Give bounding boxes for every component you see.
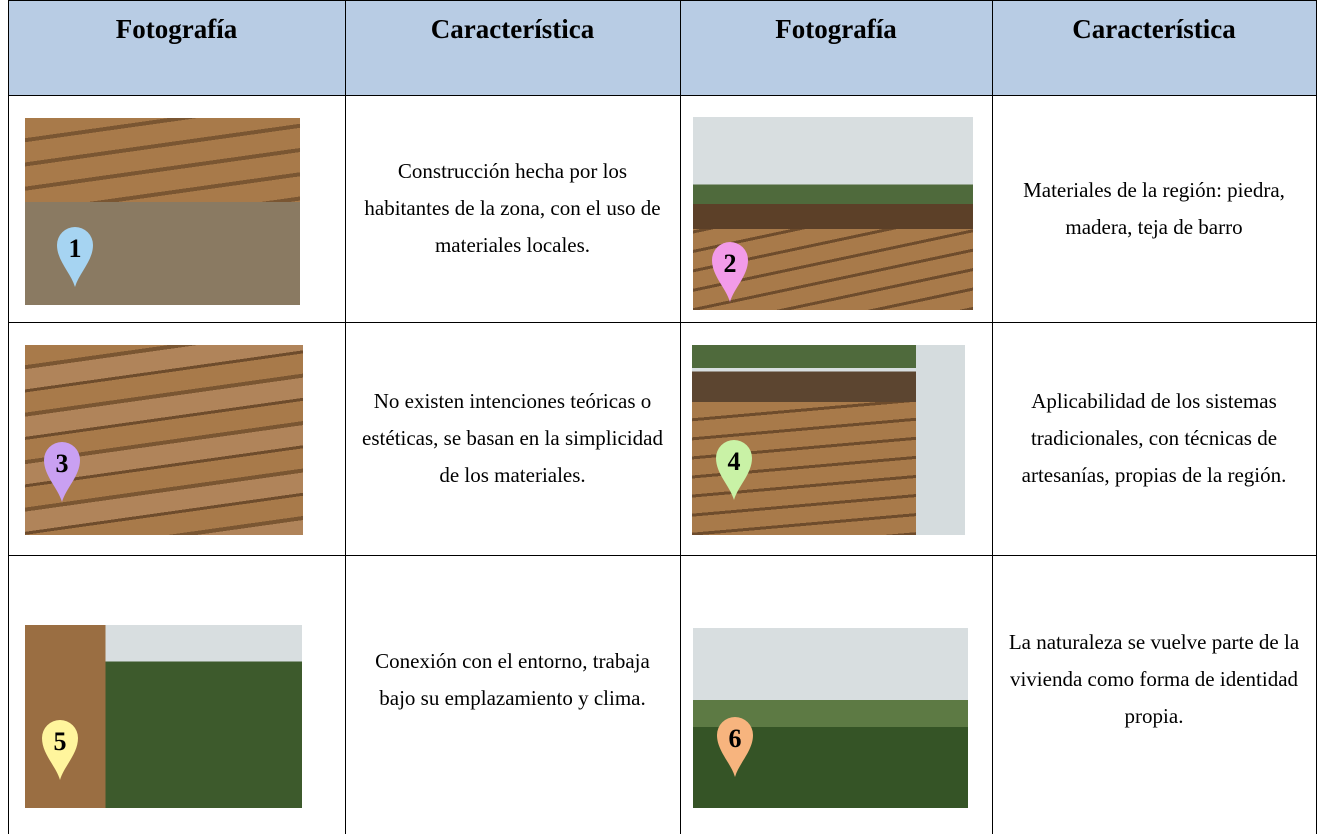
pin-shape <box>44 442 80 502</box>
pin-shape <box>712 242 748 302</box>
pin-number: 1 <box>68 234 82 263</box>
pin-shape <box>717 717 753 777</box>
border <box>680 0 681 834</box>
header-cell: Fotografía <box>680 0 992 95</box>
border <box>1316 0 1317 834</box>
border <box>8 322 1316 323</box>
pin-number: 6 <box>728 724 742 753</box>
header-cell: Característica <box>345 0 680 95</box>
pin-number: 3 <box>55 449 69 478</box>
photo <box>25 345 303 535</box>
map-pin <box>712 240 748 302</box>
characteristic-text: Aplicabilidad de los sistemas tradiciona… <box>1021 389 1287 487</box>
pin-number: 5 <box>53 727 67 756</box>
pin-number: 4 <box>727 447 741 476</box>
map-pin <box>44 440 80 502</box>
header-cell: Fotografía <box>8 0 345 95</box>
border <box>345 0 346 834</box>
photo <box>25 625 302 808</box>
photo <box>692 345 965 535</box>
characteristic-text: No existen intenciones teóricas o estéti… <box>362 389 663 487</box>
characteristic-text: Materiales de la región: piedra, madera,… <box>1023 177 1285 239</box>
characteristic-text: Conexión con el entorno, trabaja bajo su… <box>375 648 650 710</box>
map-pin <box>57 225 93 287</box>
header-cell: Característica <box>992 0 1316 95</box>
characteristic-text: La naturaleza se vuelve parte de la vivi… <box>1008 630 1300 728</box>
characteristic-text: Construcción hecha por los habitantes de… <box>364 159 661 257</box>
pin-number: 2 <box>723 249 737 278</box>
border <box>8 95 1316 96</box>
pin-shape <box>716 440 752 500</box>
map-pin <box>717 715 753 777</box>
pin-shape <box>57 227 93 287</box>
border <box>8 555 1316 556</box>
border <box>8 0 9 834</box>
map-pin <box>716 438 752 500</box>
border <box>8 0 1316 1</box>
pin-shape <box>42 720 78 780</box>
border <box>992 0 993 834</box>
map-pin <box>42 718 78 780</box>
